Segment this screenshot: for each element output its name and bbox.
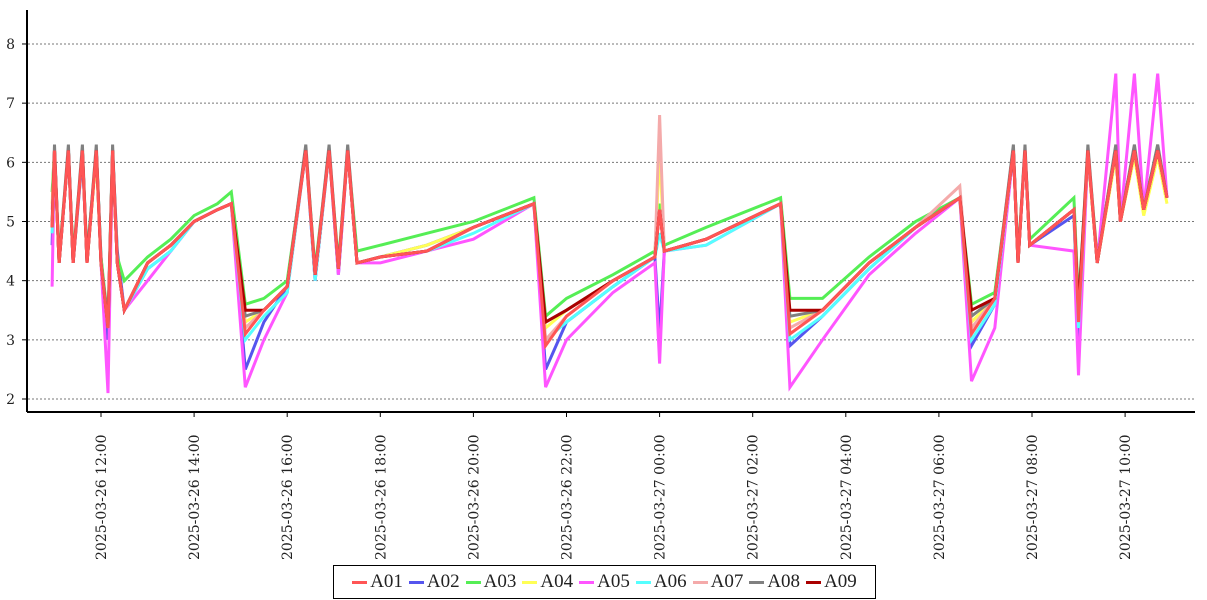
legend-item-a08: A08 <box>749 571 800 593</box>
y-tick-label: 2 <box>6 392 15 408</box>
x-axis-ticks: 2025-03-26 12:00 2025-03-26 14:00 2025-03-… <box>94 412 1134 560</box>
series-line-a04 <box>50 150 1169 332</box>
legend-item-a06: A06 <box>635 571 687 593</box>
x-tick-label: 2025-03-27 08:00 <box>1025 434 1041 560</box>
legend-item-a05: A05 <box>579 571 630 593</box>
series-lines <box>50 73 1169 394</box>
legend-label: A03 <box>483 571 517 592</box>
series-line-a05 <box>50 73 1169 394</box>
x-tick-label: 2025-03-26 16:00 <box>280 434 296 560</box>
series-line-a09 <box>50 150 1169 329</box>
x-tick-label: 2025-03-27 02:00 <box>746 434 762 560</box>
x-tick-label: 2025-03-27 06:00 <box>932 434 948 560</box>
x-tick-label: 2025-03-27 00:00 <box>653 434 669 560</box>
legend-swatch <box>579 580 595 584</box>
legend-swatch <box>749 580 765 584</box>
legend-item-a02: A02 <box>408 571 460 593</box>
legend-label: A02 <box>426 571 460 592</box>
x-tick-label: 2025-03-26 22:00 <box>560 434 576 560</box>
y-axis-ticks: 2 3 4 5 6 7 8 <box>6 37 27 408</box>
legend-label: A08 <box>767 571 801 592</box>
legend-item-a03: A03 <box>465 571 517 593</box>
y-tick-label: 3 <box>6 333 15 349</box>
legend-item-a07: A07 <box>692 571 744 593</box>
x-tick-label: 2025-03-27 10:00 <box>1118 434 1134 560</box>
y-tick-label: 7 <box>6 96 15 112</box>
legend-label: A09 <box>824 571 857 592</box>
legend-label: A04 <box>540 571 574 592</box>
x-tick-label: 2025-03-27 04:00 <box>839 434 855 560</box>
legend-item-a01: A01 <box>352 571 403 593</box>
x-tick-label: 2025-03-26 18:00 <box>373 434 389 560</box>
x-tick-label: 2025-03-26 12:00 <box>94 434 110 560</box>
y-tick-label: 8 <box>6 37 15 53</box>
legend-label: A06 <box>653 571 687 592</box>
legend-label: A07 <box>710 571 744 592</box>
legend-swatch <box>408 580 424 584</box>
y-tick-label: 5 <box>6 214 15 230</box>
x-tick-label: 2025-03-26 14:00 <box>187 434 203 560</box>
legend-label: A05 <box>597 571 630 592</box>
y-tick-label: 6 <box>6 155 15 171</box>
legend-swatch <box>806 580 822 584</box>
y-tick-label: 4 <box>6 274 15 290</box>
x-tick-label: 2025-03-26 20:00 <box>466 434 482 560</box>
legend-swatch <box>692 580 708 584</box>
legend-swatch <box>465 580 481 584</box>
legend-label: A01 <box>370 571 403 592</box>
legend-swatch <box>635 580 651 584</box>
legend-swatch <box>522 580 538 584</box>
series-line-a01 <box>50 150 1169 350</box>
legend: A01 A02 A03 A04 A05 A06 A07 A08 A09 <box>333 565 876 599</box>
legend-swatch <box>352 580 368 584</box>
series-line-a07 <box>50 114 1169 344</box>
legend-item-a04: A04 <box>522 571 573 593</box>
legend-item-a09: A09 <box>806 571 857 593</box>
